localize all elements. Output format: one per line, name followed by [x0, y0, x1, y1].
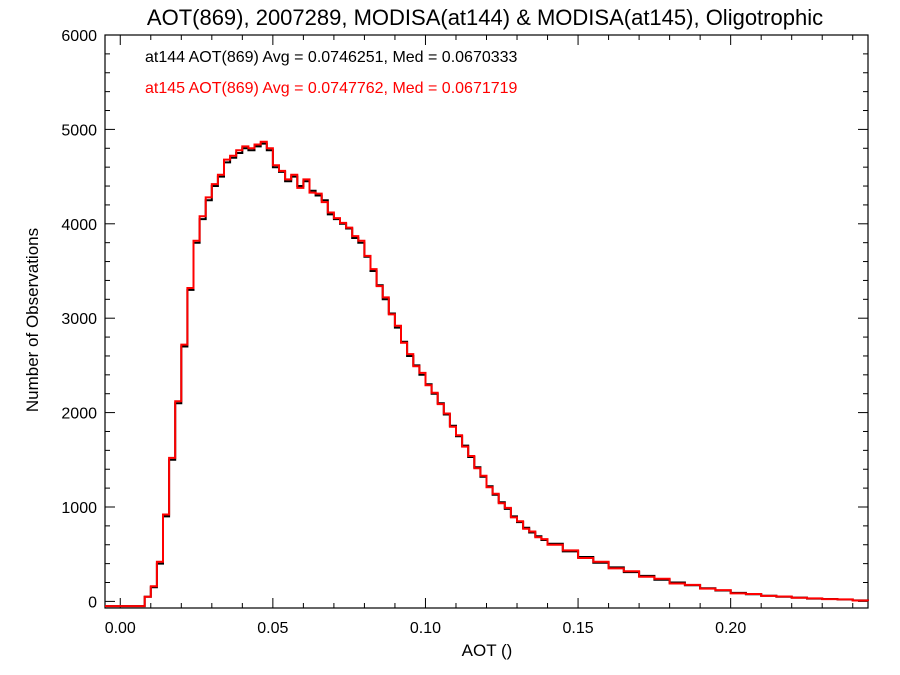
y-tick-label: 2000 — [61, 406, 97, 423]
x-axis-label: AOT () — [462, 641, 513, 660]
plot-frame — [104, 34, 869, 609]
series-line-at144 — [105, 142, 869, 608]
x-tick-label: 0.05 — [257, 620, 288, 637]
legend-at144: at144 AOT(869) Avg = 0.0746251, Med = 0.… — [145, 49, 518, 66]
x-tick-label: 0.15 — [562, 620, 593, 637]
y-axis-label: Number of Observations — [23, 228, 42, 412]
y-tick-label: 5000 — [61, 122, 97, 139]
series-line-at145 — [105, 140, 869, 608]
y-tick-label: 0 — [88, 594, 97, 611]
y-tick-label: 3000 — [61, 311, 97, 328]
y-tick-label: 4000 — [61, 217, 97, 234]
y-tick-label: 1000 — [61, 500, 97, 517]
y-tick-label: 6000 — [61, 28, 97, 45]
x-tick-label: 0.10 — [410, 620, 441, 637]
x-tick-label: 0.00 — [105, 620, 136, 637]
legend-at145: at145 AOT(869) Avg = 0.0747762, Med = 0.… — [145, 80, 518, 97]
chart-title: AOT(869), 2007289, MODISA(at144) & MODIS… — [147, 5, 823, 30]
plot-area: 0.00 0.05 0.10 0.15 0.20 0 1000 2000 3000 4000 500… — [61, 28, 869, 637]
x-tick-label: 0.20 — [715, 620, 746, 637]
